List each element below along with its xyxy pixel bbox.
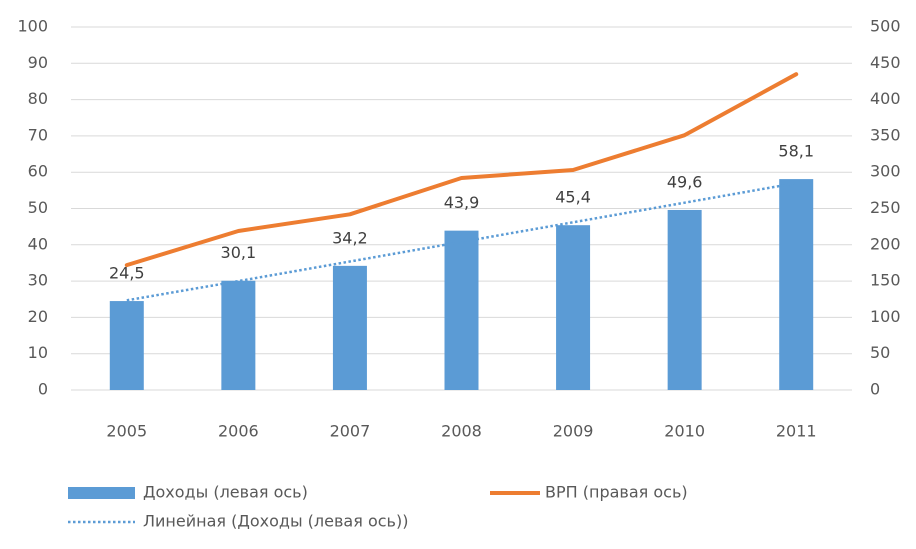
bar [332,265,367,390]
line [124,72,799,268]
data-label: 49,6 [667,172,703,191]
x-tick-label: 2007 [330,422,371,441]
x-tick-label: 2008 [441,422,482,441]
y2-tick-label: 500 [870,17,901,36]
y-tick-label: 60 [28,162,48,181]
data-label: 34,2 [332,228,368,247]
y-tick-label: 10 [28,343,48,362]
x-tick-label: 2010 [664,422,705,441]
bar [221,280,256,390]
data-label: 43,9 [444,193,480,212]
bar [109,301,144,390]
y-tick-label: 100 [17,17,48,36]
y2-tick-label: 150 [870,271,901,290]
y-tick-label: 30 [28,271,48,290]
y-tick-label: 0 [38,380,48,399]
y2-tick-label: 450 [870,53,901,72]
y2-tick-label: 250 [870,198,901,217]
y2-tick-label: 400 [870,89,901,108]
y-tick-label: 40 [28,234,48,253]
bar [556,225,591,390]
y2-tick-label: 100 [870,307,901,326]
x-tick-label: 2009 [553,422,594,441]
bar [779,179,814,390]
bar [444,230,479,390]
y2-tick-label: 350 [870,125,901,144]
data-label: 58,1 [778,142,814,161]
legend-label: Доходы (левая ось) [143,483,308,502]
bar [667,209,702,390]
y-tick-label: 50 [28,198,48,217]
legend-label: ВРП (правая ось) [545,483,688,502]
y2-tick-label: 200 [870,234,901,253]
x-tick-label: 2006 [218,422,259,441]
legend-label: Линейная (Доходы (левая ось)) [143,512,408,531]
trend-line [126,181,797,302]
legend-swatch [68,487,135,499]
y-tick-label: 80 [28,89,48,108]
y-tick-label: 70 [28,125,48,144]
y2-tick-label: 300 [870,162,901,181]
x-tick-label: 2005 [106,422,147,441]
data-label: 24,5 [109,264,145,283]
y-tick-label: 20 [28,307,48,326]
data-label: 45,4 [555,188,591,207]
data-label: 30,1 [221,243,257,262]
y2-tick-label: 50 [870,343,890,362]
y-tick-label: 90 [28,53,48,72]
y2-tick-label: 0 [870,380,880,399]
x-tick-label: 2011 [776,422,817,441]
